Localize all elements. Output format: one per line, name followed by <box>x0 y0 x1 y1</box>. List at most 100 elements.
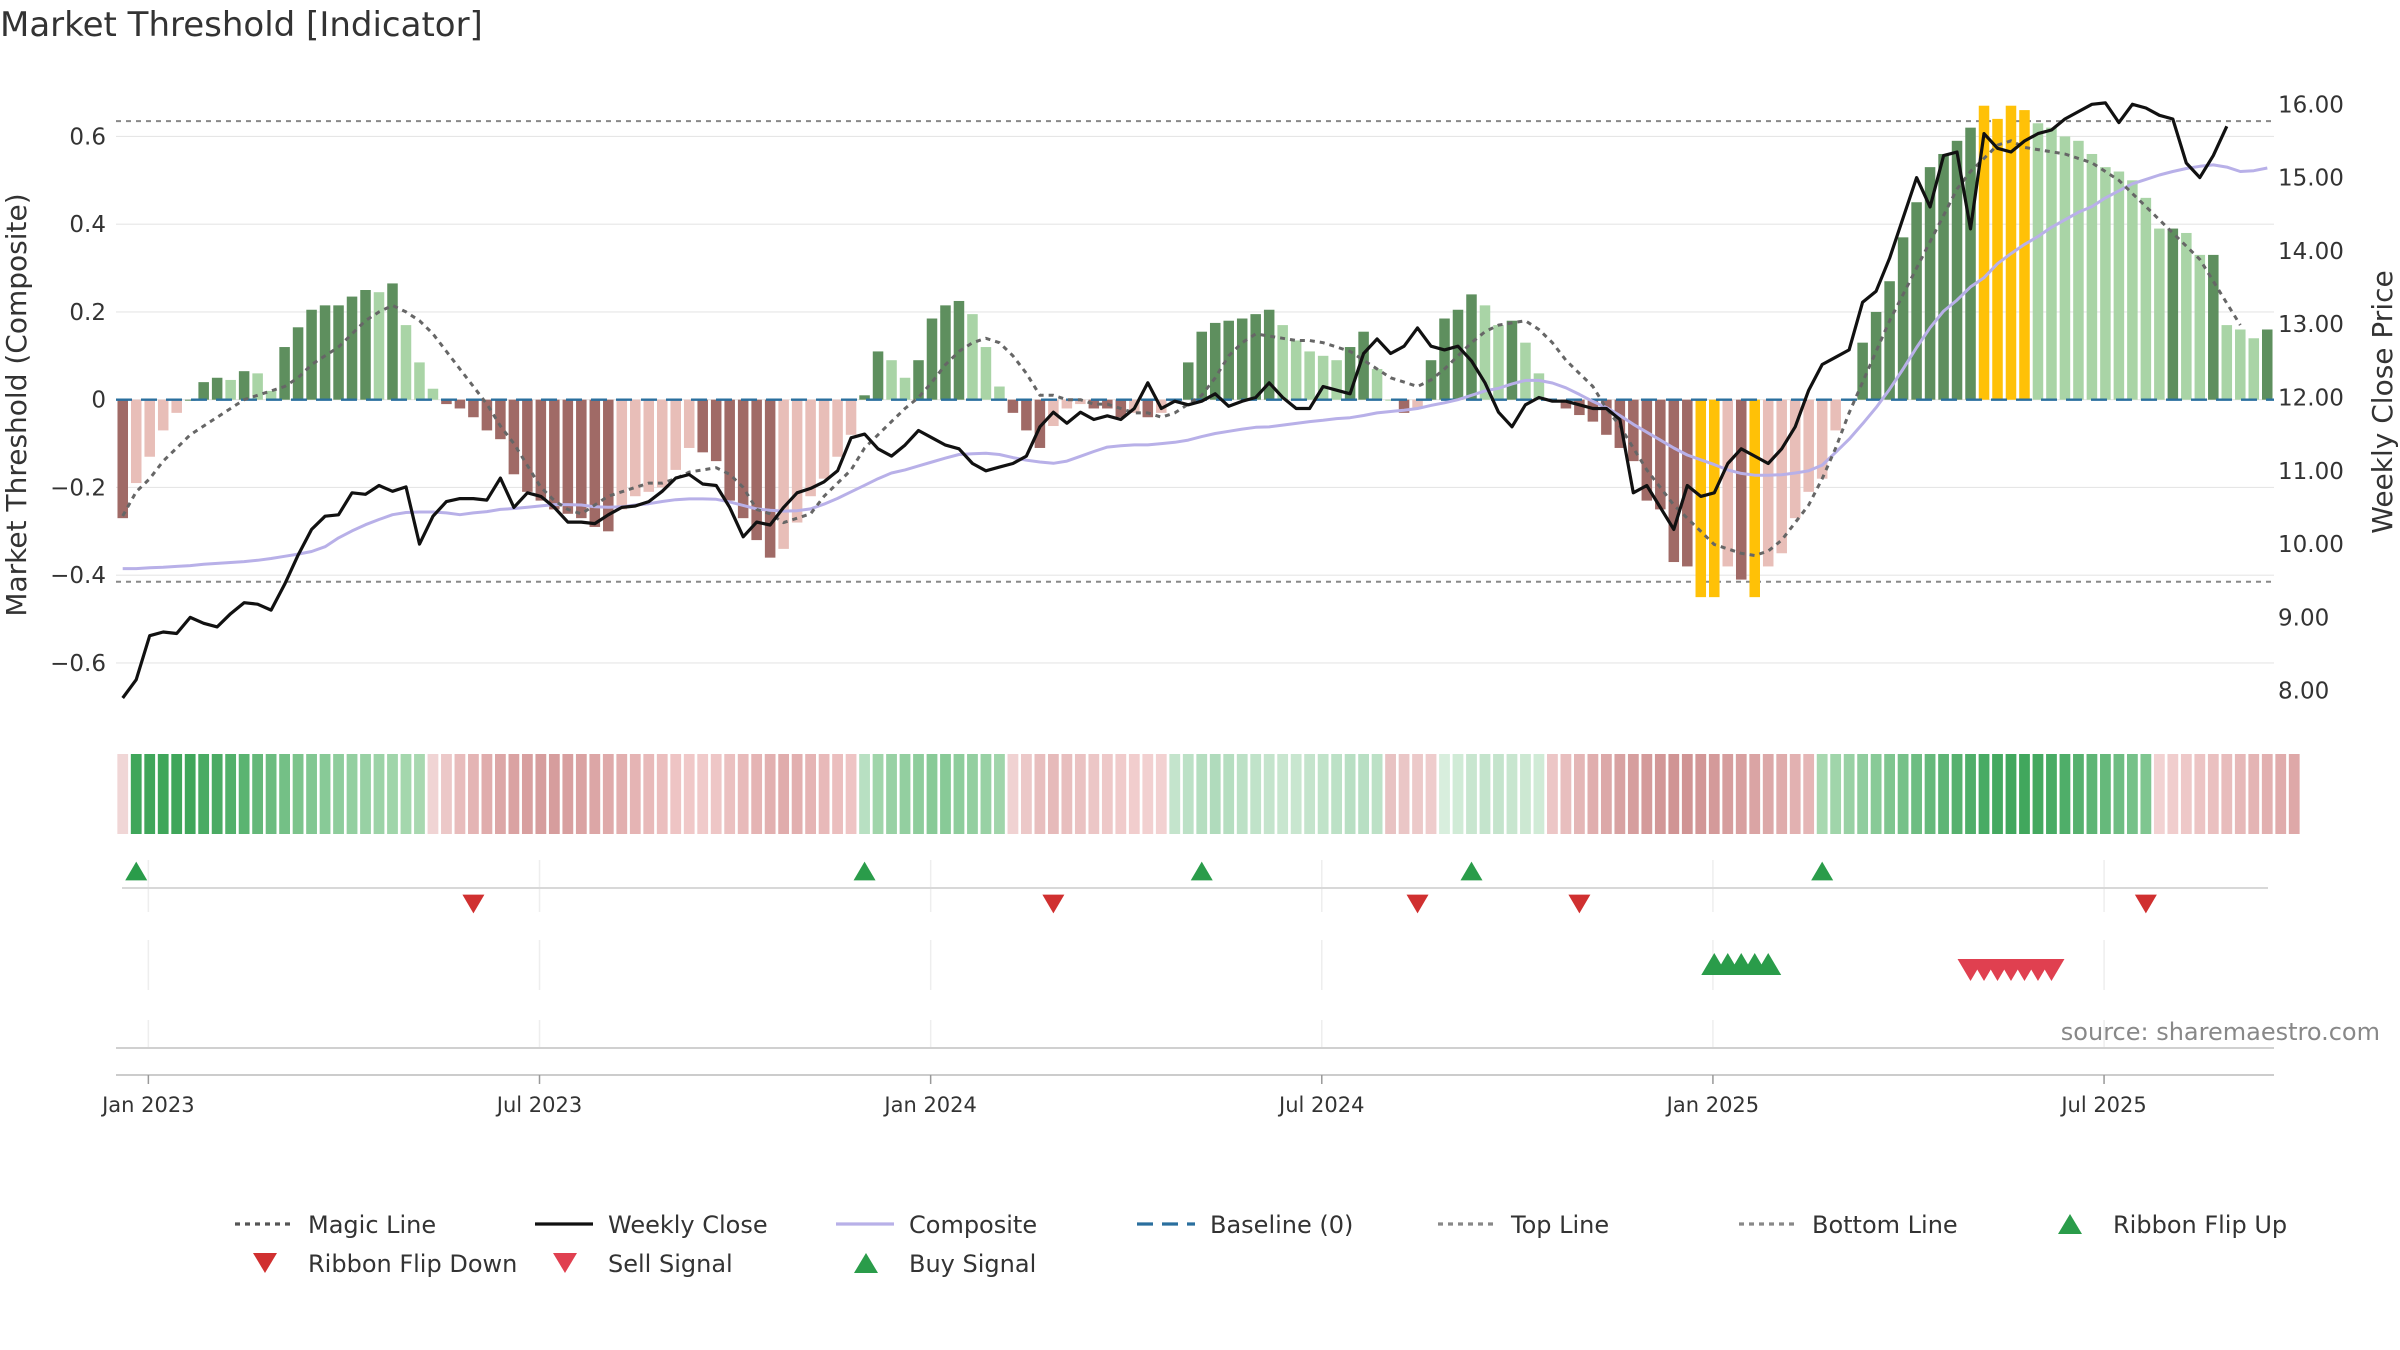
composite-bar <box>171 399 182 413</box>
ribbon-cell <box>845 754 857 834</box>
composite-bar <box>238 371 250 400</box>
composite-bar <box>414 362 425 400</box>
ribbon-cell <box>211 754 223 834</box>
ribbon-cell <box>1897 754 1909 834</box>
legend-label: Baseline (0) <box>1210 1211 1353 1239</box>
ribbon-flip-up-marker <box>853 861 876 881</box>
composite-bar <box>306 309 317 400</box>
y-tick-left: −0.6 <box>50 651 106 677</box>
composite-bar <box>225 379 236 400</box>
ribbon-flip-down-marker <box>1042 894 1065 914</box>
composite-bar <box>1223 320 1234 400</box>
composite-bar <box>1209 322 1221 400</box>
composite-bar <box>1601 399 1612 435</box>
legend-item: Baseline (0) <box>1137 1211 1353 1239</box>
ribbon-strip <box>117 754 2300 834</box>
composite-bar <box>2073 140 2084 400</box>
ribbon-cell <box>629 754 641 834</box>
ribbon-cell <box>2194 754 2206 834</box>
ribbon-cell <box>805 754 817 834</box>
composite-bar <box>737 399 749 519</box>
ribbon-cell <box>346 754 358 834</box>
ribbon-cell <box>697 754 709 834</box>
ribbon-cell <box>1398 754 1410 834</box>
ribbon-cell <box>1007 754 1019 834</box>
ribbon-cell <box>1722 754 1734 834</box>
composite-bar <box>616 399 628 510</box>
ribbon-cell <box>400 754 412 834</box>
composite-bar <box>791 399 803 523</box>
ribbon-cell <box>1843 754 1855 834</box>
ribbon-cell <box>2288 754 2300 834</box>
x-tick-label: Jul 2023 <box>495 1093 582 1117</box>
ribbon-cell <box>238 754 250 834</box>
ribbon-cell <box>1061 754 1073 834</box>
composite-bar <box>994 386 1005 400</box>
composite-bar <box>1587 399 1599 422</box>
composite-bar <box>2113 171 2125 400</box>
legend-swatch <box>553 1253 577 1273</box>
ribbon-cell <box>130 754 142 834</box>
composite-bar <box>872 351 884 400</box>
ribbon-cell <box>710 754 722 834</box>
composite-bar <box>2181 232 2192 400</box>
composite-bar <box>562 399 574 514</box>
ribbon-cell <box>521 754 533 834</box>
y-tick-left: 0.4 <box>69 212 106 238</box>
ribbon-cell <box>1452 754 1464 834</box>
composite-bar <box>926 318 938 400</box>
composite-bar <box>2194 254 2206 400</box>
legend-label: Bottom Line <box>1812 1211 1958 1239</box>
composite-bar <box>1911 202 1922 400</box>
ribbon-cell <box>1951 754 1963 834</box>
legend-item: Ribbon Flip Down <box>253 1250 517 1278</box>
ribbon-cell <box>1385 754 1396 834</box>
y-tick-right: 15.00 <box>2278 166 2344 192</box>
ribbon-cell <box>1182 754 1194 834</box>
legend-label: Weekly Close <box>608 1211 768 1239</box>
ribbon-cell <box>1088 754 1100 834</box>
composite-bar <box>1520 342 1531 400</box>
ribbon-cell <box>2180 754 2192 834</box>
composite-bar <box>1668 399 1680 563</box>
ribbon-cell <box>764 754 776 834</box>
ribbon-cell <box>1223 754 1235 834</box>
composite-bar <box>1884 281 1895 400</box>
composite-bar <box>630 399 641 497</box>
composite-bar <box>818 399 830 479</box>
composite-bar <box>1951 140 1963 400</box>
ribbon-cell <box>602 754 614 834</box>
composite-bar <box>1385 399 1396 401</box>
composite-line <box>122 163 2268 571</box>
ribbon-cell <box>1681 754 1693 834</box>
composite-bar <box>1695 399 1707 598</box>
ribbon-cell <box>670 754 682 834</box>
composite-bar <box>1466 294 1477 400</box>
ribbon-cell <box>1884 754 1896 834</box>
ribbon-cell <box>306 754 317 834</box>
ribbon-cell <box>994 754 1005 834</box>
composite-bar <box>252 373 263 400</box>
ribbon-cell <box>2126 754 2138 834</box>
ribbon-cell <box>1978 754 1990 834</box>
composite-bar <box>764 399 776 558</box>
ribbon-cell <box>1560 754 1572 834</box>
composite-bar <box>913 360 924 400</box>
ribbon-cell <box>1547 754 1558 834</box>
weekly-close-line <box>121 101 2229 699</box>
legend-label: Sell Signal <box>608 1250 733 1278</box>
composite-bar <box>805 399 816 497</box>
composite-bar <box>1722 399 1734 567</box>
ribbon-cell <box>265 754 277 834</box>
composite-bar <box>360 290 371 400</box>
ribbon-cell <box>548 754 560 834</box>
composite-bar <box>130 399 142 484</box>
magic-line <box>121 139 2242 557</box>
legend-label: Ribbon Flip Up <box>2113 1211 2287 1239</box>
composite-bar <box>576 399 587 519</box>
composite-bar <box>1628 399 1639 462</box>
composite-bar <box>454 399 466 409</box>
ribbon-cell <box>1600 754 1612 834</box>
legend-label: Composite <box>909 1211 1037 1239</box>
